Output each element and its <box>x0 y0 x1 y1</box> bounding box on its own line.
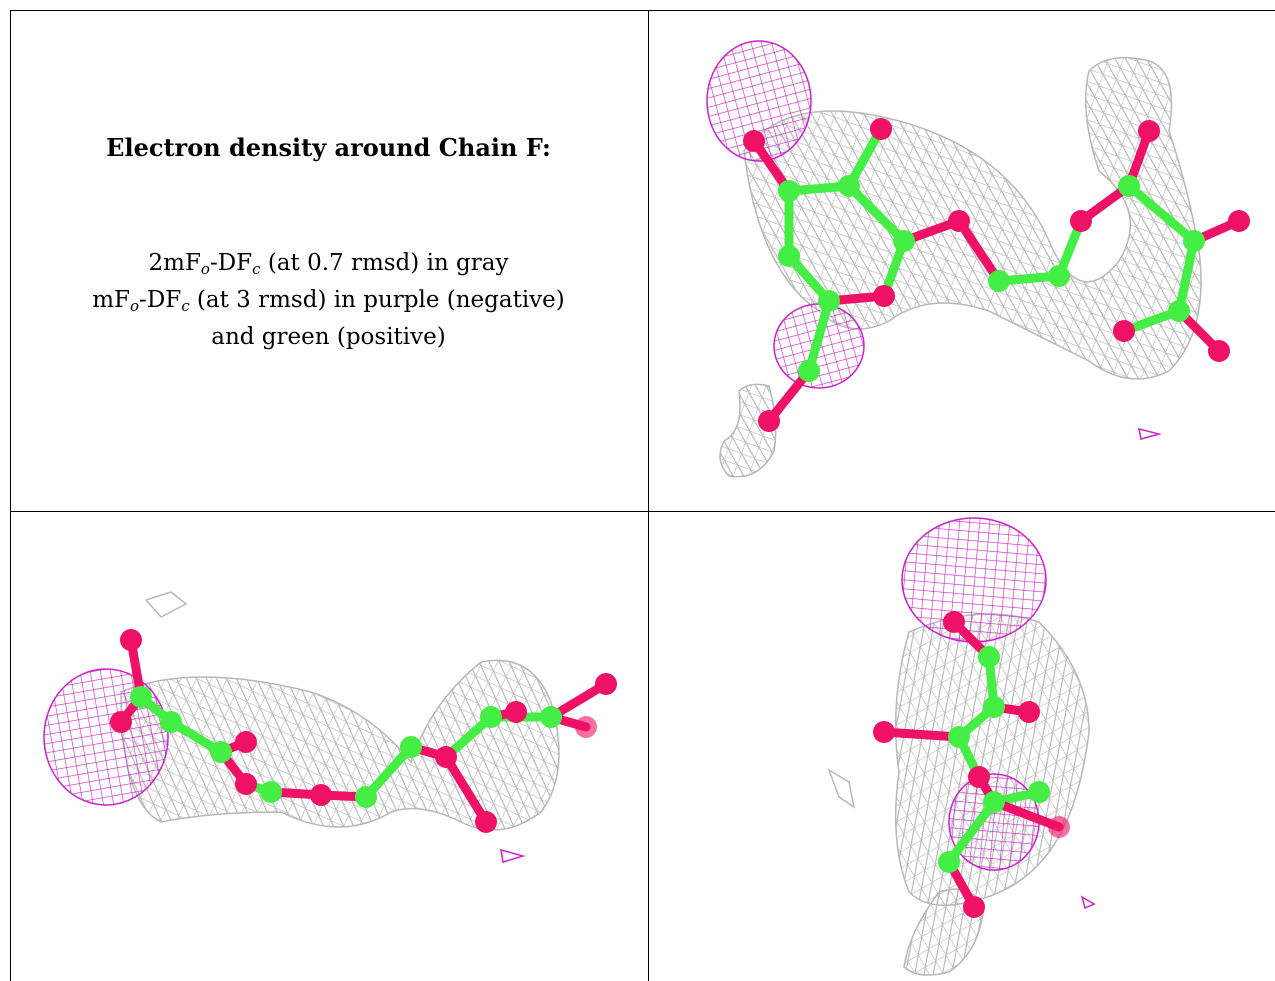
atoms-view-1 <box>743 118 1250 432</box>
caption-line-1: 2mFo-DFc (at 0.7 rmsd) in gray <box>10 250 647 278</box>
caption-title: Electron density around Chain F: <box>106 133 551 162</box>
rule-middle-vertical <box>648 10 649 981</box>
caption-line-2: mFo-DFc (at 3 rmsd) in purple (negative) <box>10 287 647 315</box>
caption-line-1-sub-o: o <box>200 260 210 278</box>
caption-line-1-mid: -DF <box>209 250 253 276</box>
rule-left <box>10 10 11 981</box>
caption-line-2-suffix: (at 3 rmsd) in purple (negative) <box>189 287 565 313</box>
caption-line-2-mid: -DF <box>139 287 182 313</box>
density-panel-view-1 <box>649 11 1275 511</box>
density-panel-view-2 <box>11 512 648 981</box>
density-render-view-1 <box>706 40 1250 478</box>
caption-line-1-suffix: (at 0.7 rmsd) in gray <box>260 250 509 276</box>
caption-cell: Electron density around Chain F: 2mFo-DF… <box>10 0 647 510</box>
density-panel-view-3 <box>649 512 1275 981</box>
caption-line-3: and green (positive) <box>211 324 446 350</box>
caption-line-2-sub-c: c <box>181 297 190 315</box>
caption-line-2-prefix: mF <box>92 287 131 313</box>
mesh-2fofc-view-2 <box>120 591 560 831</box>
caption-line-1-prefix: 2mF <box>148 250 201 276</box>
caption-line-1-sub-c: c <box>252 260 261 278</box>
density-render-view-3 <box>827 517 1096 976</box>
rule-top <box>10 10 1275 11</box>
caption-line-2-sub-o: o <box>130 297 140 315</box>
atoms-view-2 <box>110 629 617 833</box>
atoms-view-3 <box>873 611 1070 918</box>
density-render-view-2 <box>43 591 617 863</box>
rule-middle-horizontal <box>10 511 1275 512</box>
